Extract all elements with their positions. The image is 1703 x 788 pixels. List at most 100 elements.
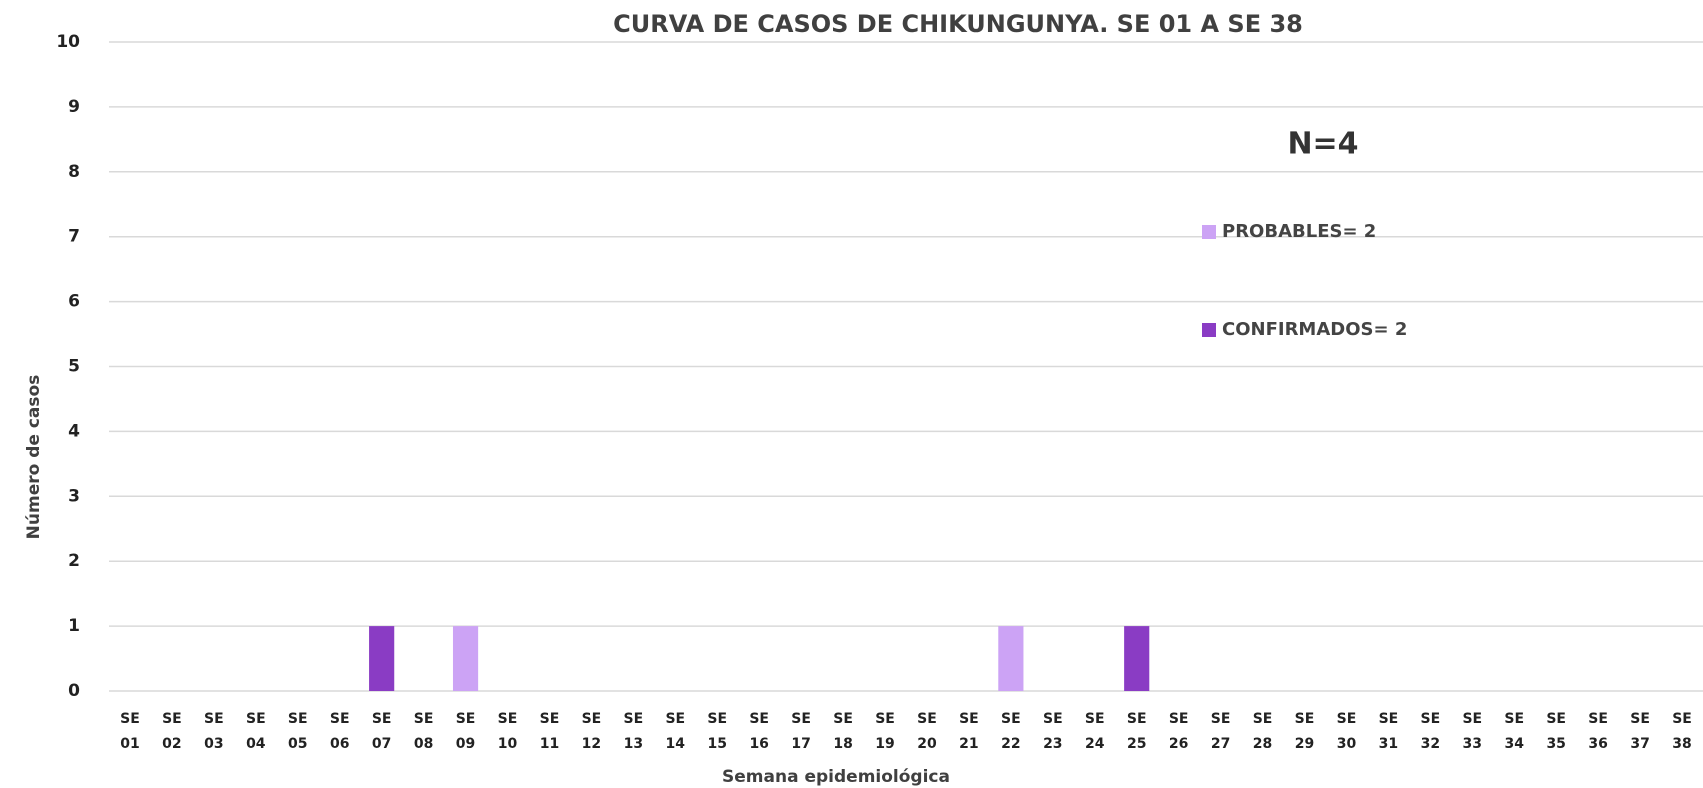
y-tick-label: 5 bbox=[68, 357, 80, 377]
x-tick-label-line: 37 bbox=[1630, 736, 1649, 752]
x-tick-label-line: 12 bbox=[582, 736, 601, 752]
bar bbox=[998, 626, 1024, 691]
x-tick-label: SE 07 bbox=[372, 711, 392, 752]
legend-swatch bbox=[1202, 225, 1216, 239]
x-tick-label-line: 30 bbox=[1337, 736, 1357, 752]
x-tick-label-line: SE bbox=[372, 711, 392, 727]
x-tick-label-line: SE bbox=[1211, 711, 1231, 727]
x-tick-label-line: 34 bbox=[1504, 736, 1524, 752]
x-tick-label-line: 31 bbox=[1379, 736, 1398, 752]
x-tick-label: SE 23 bbox=[1043, 711, 1063, 752]
x-tick-label: SE 05 bbox=[288, 711, 308, 752]
y-tick-label: 2 bbox=[68, 551, 80, 571]
x-tick-label-line: 38 bbox=[1672, 736, 1691, 752]
x-tick-label-line: 35 bbox=[1546, 736, 1565, 752]
x-tick-label-line: 14 bbox=[666, 736, 686, 752]
x-tick-label-line: 13 bbox=[624, 736, 643, 752]
x-tick-label: SE 17 bbox=[791, 711, 811, 752]
x-tick-label-line: 23 bbox=[1043, 736, 1062, 752]
x-tick-label-line: SE bbox=[1504, 711, 1524, 727]
x-tick-label: SE 24 bbox=[1085, 711, 1105, 752]
x-tick-label-line: 18 bbox=[833, 736, 852, 752]
x-tick-label-line: SE bbox=[1295, 711, 1315, 727]
x-tick-label-line: 28 bbox=[1253, 736, 1272, 752]
x-tick-label-line: 29 bbox=[1295, 736, 1314, 752]
x-tick-label-line: SE bbox=[1169, 711, 1189, 727]
x-tick-label-line: SE bbox=[665, 711, 685, 727]
x-tick-label-line: 22 bbox=[1001, 736, 1020, 752]
x-tick-label: SE 15 bbox=[707, 711, 727, 752]
x-tick-label: SE 04 bbox=[246, 711, 266, 752]
x-tick-label: SE 01 bbox=[120, 711, 140, 752]
x-tick-label-line: 09 bbox=[456, 736, 475, 752]
x-tick-label-line: SE bbox=[456, 711, 476, 727]
x-tick-label-line: SE bbox=[1043, 711, 1063, 727]
x-tick-label-line: SE bbox=[582, 711, 602, 727]
x-tick-label: SE 16 bbox=[749, 711, 769, 752]
x-tick-label-line: 06 bbox=[330, 736, 349, 752]
x-tick-label-line: 02 bbox=[162, 736, 181, 752]
x-tick-label: SE 14 bbox=[665, 711, 685, 752]
x-tick-label: SE 21 bbox=[959, 711, 979, 752]
x-tick-label: SE 02 bbox=[162, 711, 182, 752]
x-tick-label-line: SE bbox=[1421, 711, 1441, 727]
x-tick-label: SE 03 bbox=[204, 711, 224, 752]
x-tick-label-line: SE bbox=[707, 711, 727, 727]
x-tick-label-line: SE bbox=[1085, 711, 1105, 727]
x-tick-label-line: 15 bbox=[707, 736, 726, 752]
x-tick-label-line: SE bbox=[498, 711, 518, 727]
x-tick-label-line: SE bbox=[833, 711, 853, 727]
y-tick-label: 9 bbox=[68, 97, 80, 117]
x-tick-label-line: SE bbox=[1337, 711, 1357, 727]
x-tick-label-line: SE bbox=[162, 711, 182, 727]
x-tick-label-line: SE bbox=[1253, 711, 1273, 727]
x-tick-label-line: SE bbox=[120, 711, 140, 727]
x-tick-label-line: 01 bbox=[120, 736, 139, 752]
x-tick-label: SE 20 bbox=[917, 711, 937, 752]
x-tick-label: SE 27 bbox=[1211, 711, 1231, 752]
annotation: N=4 bbox=[1287, 127, 1358, 162]
y-tick-label: 3 bbox=[68, 486, 80, 506]
x-tick-label-line: SE bbox=[540, 711, 560, 727]
y-tick-label: 6 bbox=[68, 292, 80, 312]
x-tick-label-line: SE bbox=[749, 711, 769, 727]
x-tick-label: SE 22 bbox=[1001, 711, 1021, 752]
chart-title: CURVA DE CASOS DE CHIKUNGUNYA. SE 01 A S… bbox=[613, 10, 1303, 38]
x-tick-label-line: 36 bbox=[1588, 736, 1607, 752]
x-tick-label-line: SE bbox=[959, 711, 979, 727]
x-tick-label-line: 24 bbox=[1085, 736, 1105, 752]
x-tick-label-line: SE bbox=[1672, 711, 1692, 727]
x-tick-label-line: SE bbox=[875, 711, 895, 727]
x-tick-label-line: SE bbox=[1001, 711, 1021, 727]
x-tick-label: SE 29 bbox=[1295, 711, 1315, 752]
y-tick-label: 7 bbox=[68, 227, 80, 247]
x-tick-label: SE 28 bbox=[1253, 711, 1273, 752]
x-tick-label-line: 33 bbox=[1463, 736, 1482, 752]
x-tick-label-line: SE bbox=[204, 711, 224, 727]
x-tick-label-line: SE bbox=[1630, 711, 1650, 727]
x-tick-label: SE 06 bbox=[330, 711, 350, 752]
x-tick-label: SE 35 bbox=[1546, 711, 1566, 752]
x-tick-label-line: SE bbox=[1462, 711, 1482, 727]
x-tick-label-line: SE bbox=[246, 711, 266, 727]
x-tick-label-line: SE bbox=[288, 711, 308, 727]
x-tick-label-line: 07 bbox=[372, 736, 391, 752]
x-tick-label: SE 12 bbox=[582, 711, 602, 752]
x-tick-label-line: 27 bbox=[1211, 736, 1230, 752]
x-tick-label-line: 21 bbox=[959, 736, 978, 752]
y-tick-label: 4 bbox=[68, 421, 80, 441]
x-tick-label: SE 32 bbox=[1421, 711, 1441, 752]
x-tick-label-line: 19 bbox=[875, 736, 894, 752]
y-tick-label: 10 bbox=[56, 32, 80, 52]
x-tick-label-line: 17 bbox=[791, 736, 810, 752]
x-tick-label: SE 38 bbox=[1672, 711, 1692, 752]
x-tick-label: SE 19 bbox=[875, 711, 895, 752]
x-tick-label: SE 10 bbox=[498, 711, 518, 752]
x-tick-label-line: 10 bbox=[498, 736, 518, 752]
x-tick-label-line: 04 bbox=[246, 736, 266, 752]
y-axis-label: Número de casos bbox=[24, 375, 44, 540]
x-tick-label: SE 26 bbox=[1169, 711, 1189, 752]
legend-swatch bbox=[1202, 323, 1216, 337]
x-tick-label-line: 11 bbox=[540, 736, 559, 752]
